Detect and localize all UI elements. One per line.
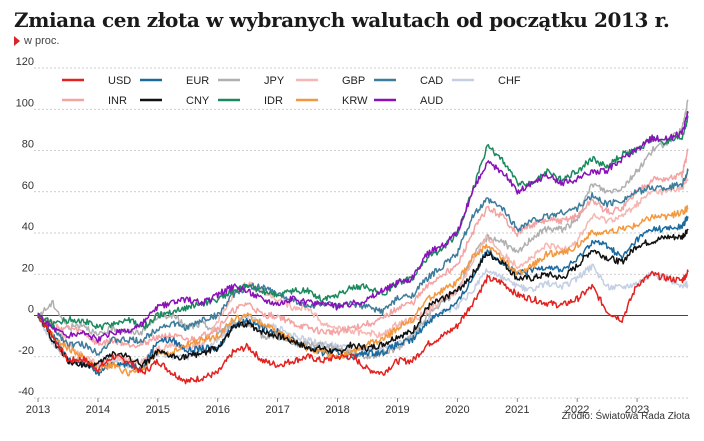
chart-title: Zmiana cen złota w wybranych walutach od… [14,8,670,32]
x-tick-label: 2013 [26,404,50,416]
x-tick-label: 2014 [86,404,110,416]
series-line-jpy [37,99,689,360]
x-tick-label: 2017 [265,404,289,416]
y-tick-label: 20 [22,262,34,274]
legend-label-krw: KRW [342,95,368,107]
legend-label-chf: CHF [498,75,521,87]
legend-label-idr: IDR [264,95,283,107]
series-line-aud [37,110,689,344]
x-tick-label: 2021 [505,404,529,416]
y-tick-label: 80 [22,139,34,151]
legend-label-cny: CNY [186,95,210,107]
x-tick-label: 2015 [146,404,170,416]
grid-lines [34,67,688,399]
subtitle-text: w proc. [24,35,60,47]
series-line-cny [37,228,689,369]
x-tick-label: 2020 [445,404,469,416]
y-axis-ticks: -40 -20 0 20 40 60 80 100 120 [16,56,34,398]
legend-label-aud: AUD [420,95,443,107]
legend-label-jpy: JPY [264,75,285,87]
legend-label-gbp: GBP [342,75,365,87]
source-note: Źródło: Światowa Rada Złota [561,411,690,422]
chart-subtitle: w proc. [14,35,59,47]
legend: USD EUR JPY GBP CAD CHF INR CNY IDR KRW AUD [62,75,521,107]
series-lines [37,99,689,385]
series-line-krw [37,205,689,377]
series-line-cad [37,168,689,356]
y-tick-label: 60 [22,180,34,192]
y-tick-label: 40 [22,221,34,233]
y-tick-label: 0 [28,304,34,316]
x-tick-label: 2023 [625,404,649,416]
triangle-marker-icon [14,36,20,46]
series-line-gbp [37,177,689,367]
y-tick-label: -40 [18,386,34,398]
series-line-inr [37,148,689,349]
series-line-usd [37,269,689,385]
x-tick-label: 2019 [385,404,409,416]
x-tick-label: 2022 [565,404,589,416]
series-line-idr [37,115,689,331]
y-tick-label: 120 [16,56,34,68]
series-line-eur [37,215,689,377]
legend-label-cad: CAD [420,75,443,87]
y-tick-label: -20 [18,345,34,357]
legend-label-inr: INR [108,95,127,107]
x-tick-label: 2016 [205,404,229,416]
x-axis-ticks: 2013 2014 2015 2016 2017 2018 2019 2020 2021 2022… [26,398,649,416]
legend-label-usd: USD [108,75,131,87]
x-tick-label: 2018 [325,404,349,416]
y-tick-label: 100 [16,97,34,109]
legend-label-eur: EUR [186,75,209,87]
